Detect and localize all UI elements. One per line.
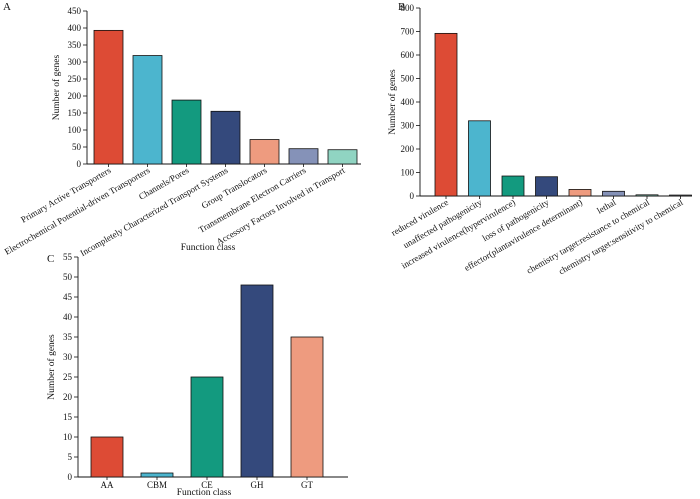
bar-4 xyxy=(535,176,558,197)
y-axis-title: Number of genes xyxy=(46,334,57,400)
bar-2 xyxy=(468,120,491,197)
bar-5 xyxy=(249,139,280,165)
bar-1 xyxy=(93,29,124,165)
y-tick-label: 25 xyxy=(63,372,73,382)
y-tick-label: 200 xyxy=(68,91,82,101)
y-tick-label: 50 xyxy=(63,272,73,282)
x-category-label: lethal xyxy=(595,197,618,216)
chart-panel-b: B 0 100 200 300 400 500 600 700 800 Number of gene… xyxy=(387,1,692,277)
y-tick-label: 10 xyxy=(63,432,73,442)
y-tick-label: 300 xyxy=(401,121,415,131)
y-tick-label: 600 xyxy=(401,50,415,60)
x-category-label: Electrochemical Potential-driven Transpo… xyxy=(3,165,152,257)
x-axis-title: Function class xyxy=(181,243,236,253)
y-tick-label: 200 xyxy=(401,144,415,154)
y-tick-label: 0 xyxy=(77,159,82,169)
panel-letter: B xyxy=(398,1,405,13)
y-tick-label: 15 xyxy=(63,412,73,422)
bar-1 xyxy=(90,436,124,478)
bar-8 xyxy=(669,194,692,197)
chart-panel-c: C 0 5 10 15 20 25 30 35 40 45 50 55 Number of genes AA… xyxy=(46,252,348,498)
y-tick-label: 350 xyxy=(68,40,82,50)
y-tick-label: 800 xyxy=(401,3,415,13)
x-category-label: GH xyxy=(251,480,264,490)
bar-4 xyxy=(210,110,241,165)
y-tick-label: 35 xyxy=(63,332,73,342)
x-axis-title: Function class xyxy=(177,488,232,498)
bar-3 xyxy=(171,99,202,165)
chart-panel-a: A 0 50 100 150 200 250 300 350 400 450 Number of ge… xyxy=(3,1,361,258)
x-category-label: CE xyxy=(201,480,213,490)
bar-3 xyxy=(501,175,525,197)
y-tick-label: 700 xyxy=(401,27,415,37)
y-tick-label: 100 xyxy=(68,125,82,135)
panel-letter: C xyxy=(47,253,54,265)
y-tick-label: 400 xyxy=(68,23,82,33)
y-tick-label: 50 xyxy=(72,142,82,152)
y-tick-label: 300 xyxy=(68,57,82,67)
y-tick-label: 0 xyxy=(68,472,73,482)
bar-2 xyxy=(132,55,163,165)
y-tick-label: 5 xyxy=(68,452,73,462)
x-category-label: GT xyxy=(301,480,313,490)
y-tick-label: 30 xyxy=(63,352,73,362)
bar-2 xyxy=(140,472,174,478)
bar-6 xyxy=(602,190,625,197)
bar-1 xyxy=(434,32,458,197)
bar-6 xyxy=(288,148,319,165)
y-tick-label: 400 xyxy=(401,97,415,107)
y-tick-label: 20 xyxy=(63,392,73,402)
bar-5 xyxy=(290,336,324,478)
y-tick-label: 500 xyxy=(401,74,415,84)
y-axis-title: Number of genes xyxy=(51,54,62,120)
bar-7 xyxy=(635,194,659,197)
y-axis-title: Number of genes xyxy=(387,69,398,135)
y-tick-label: 250 xyxy=(68,74,82,84)
bar-5 xyxy=(568,189,592,197)
bar-7 xyxy=(327,149,358,165)
y-tick-label: 100 xyxy=(401,168,415,178)
y-tick-label: 450 xyxy=(68,6,82,16)
bar-3 xyxy=(190,376,224,478)
y-tick-label: 40 xyxy=(63,312,73,322)
y-tick-label: 55 xyxy=(63,252,73,262)
panel-letter: A xyxy=(3,1,11,13)
x-category-label: AA xyxy=(101,480,114,490)
bar-4 xyxy=(240,284,274,478)
y-tick-label: 45 xyxy=(63,292,73,302)
x-category-label: CBM xyxy=(147,480,167,490)
y-tick-label: 0 xyxy=(410,191,415,201)
y-tick-label: 150 xyxy=(68,108,82,118)
